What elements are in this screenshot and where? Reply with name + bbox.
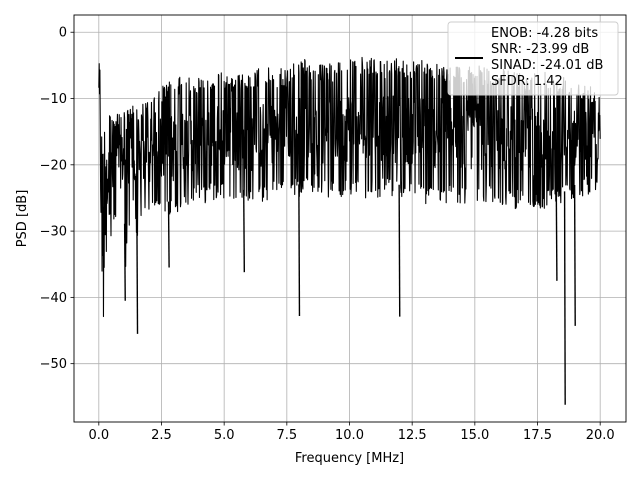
y-tick-label: −20 bbox=[40, 158, 67, 173]
legend: ENOB: -4.28 bits SNR: -23.99 dB SINAD: -24… bbox=[447, 21, 619, 96]
x-tick-label: 7.5 bbox=[276, 428, 297, 443]
series-dip bbox=[298, 184, 301, 316]
legend-label-line: SFDR: 1.42 bbox=[491, 74, 563, 89]
y-tick-label: 0 bbox=[59, 26, 67, 41]
x-tick-label: 12.5 bbox=[398, 428, 427, 443]
legend-label: ENOB: -4.28 bits SNR: -23.99 dB SINAD: -24… bbox=[491, 26, 603, 89]
x-tick-label: 10.0 bbox=[335, 428, 364, 443]
series-dip bbox=[573, 185, 576, 326]
series-line bbox=[98, 56, 601, 318]
legend-label-line: SNR: -23.99 dB bbox=[491, 42, 589, 57]
x-tick-label: 2.5 bbox=[151, 428, 172, 443]
plot-area bbox=[98, 56, 601, 405]
legend-label-line: SINAD: -24.01 dB bbox=[491, 58, 603, 73]
y-tick-label: −10 bbox=[40, 92, 67, 107]
series-dip bbox=[136, 223, 139, 334]
series-dip bbox=[555, 193, 558, 281]
x-tick-label: 17.5 bbox=[523, 428, 552, 443]
x-tick-label: 15.0 bbox=[460, 428, 489, 443]
series-dip bbox=[398, 184, 401, 317]
x-tick-label: 5.0 bbox=[214, 428, 235, 443]
y-axis-label: PSD [dB] bbox=[15, 190, 30, 248]
series-dip bbox=[167, 201, 170, 268]
axes-frame bbox=[73, 14, 627, 423]
legend-box bbox=[447, 21, 619, 96]
series-dip bbox=[563, 191, 566, 405]
x-axis-label: Frequency [MHz] bbox=[295, 451, 404, 466]
series-dip bbox=[123, 223, 126, 301]
x-axis-ticks: 0.0 2.5 5.0 7.5 10.0 12.5 15.0 17.5 20.0 bbox=[88, 422, 615, 443]
x-tick-label: 20.0 bbox=[586, 428, 615, 443]
legend-label-line: ENOB: -4.28 bits bbox=[491, 26, 598, 41]
y-tick-label: −30 bbox=[40, 225, 67, 240]
y-tick-label: −50 bbox=[40, 357, 67, 372]
x-tick-label: 0.0 bbox=[88, 428, 109, 443]
series-dip bbox=[243, 189, 246, 273]
series-layer bbox=[98, 56, 601, 405]
y-tick-label: −40 bbox=[40, 291, 67, 306]
y-axis-ticks: 0 −10 −20 −30 −40 −50 bbox=[40, 26, 74, 372]
